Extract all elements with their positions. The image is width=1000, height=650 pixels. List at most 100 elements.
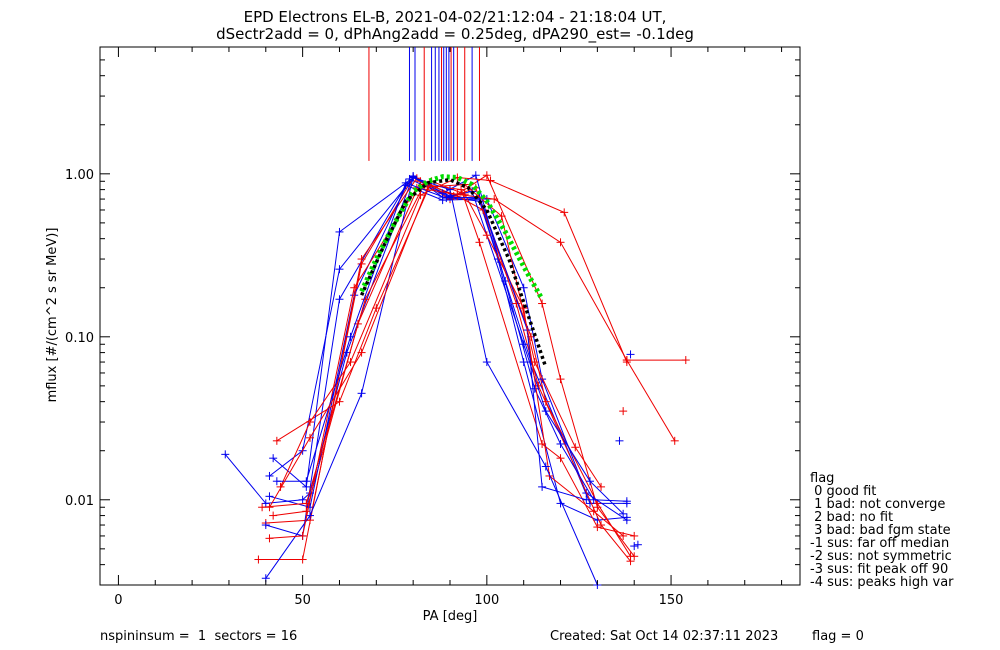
data-point xyxy=(357,389,366,398)
data-point xyxy=(446,185,454,194)
data-point xyxy=(530,384,539,393)
data-point xyxy=(571,443,580,452)
data-point xyxy=(586,477,594,486)
x-tick-label: 150 xyxy=(659,593,684,608)
data-point xyxy=(306,433,314,442)
data-point xyxy=(453,190,462,199)
y-axis-ticks: 0.01 0.10 1.00 xyxy=(65,46,800,586)
series-line xyxy=(280,176,628,488)
green-fit-curve xyxy=(359,174,545,301)
data-point xyxy=(265,492,274,501)
legend-item: -4 sus: peaks high var xyxy=(810,575,954,590)
data-point xyxy=(475,238,484,247)
data-point xyxy=(556,439,565,448)
data-point xyxy=(490,195,499,204)
data-point xyxy=(346,332,355,341)
y-axis-label: mflux [#/(cm^2 s sr MeV)] xyxy=(45,228,60,403)
series-line xyxy=(626,359,676,442)
data-point xyxy=(276,482,285,491)
data-point xyxy=(258,503,267,512)
series-line xyxy=(258,177,631,562)
data-point xyxy=(619,509,628,518)
data-point xyxy=(619,407,628,416)
x-tick-label: 100 xyxy=(474,593,499,608)
data-point xyxy=(622,497,631,506)
data-point xyxy=(538,482,547,491)
series-line xyxy=(269,176,624,515)
data-point xyxy=(254,555,263,564)
y-tick-label: 1.00 xyxy=(65,168,94,183)
legend-item: 3 bad: bad fgm state xyxy=(810,523,951,538)
y-tick-label: 0.01 xyxy=(65,494,94,509)
series-line xyxy=(272,176,598,586)
data-point xyxy=(626,350,635,359)
chart-title: EPD Electrons EL-B, 2021-04-02/21:12:04 … xyxy=(244,8,667,26)
series-line xyxy=(276,180,624,537)
data-series xyxy=(221,171,690,589)
data-point xyxy=(541,462,550,471)
black-fit-curve xyxy=(360,177,548,368)
data-point xyxy=(261,521,270,530)
data-point xyxy=(593,523,602,532)
x-axis-ticks: 0 50 100 150 xyxy=(114,47,783,608)
data-point xyxy=(298,555,307,564)
footer-spin-info: nspininsum = 1 sectors = 16 xyxy=(100,629,297,644)
plot-border xyxy=(99,46,801,586)
data-point xyxy=(512,299,521,308)
data-point xyxy=(519,283,528,292)
data-point xyxy=(630,531,639,540)
legend-title: flag xyxy=(810,471,834,486)
legend-item: 0 good fit xyxy=(810,484,876,499)
peak-marker-lines xyxy=(368,47,480,161)
data-point xyxy=(597,482,606,491)
data-point xyxy=(298,495,307,504)
data-point xyxy=(670,436,679,445)
data-point xyxy=(401,178,410,187)
data-point xyxy=(486,176,495,185)
legend-item: -3 sus: fit peak off 90 xyxy=(810,562,948,577)
legend: flag 0 good fit 1 bad: not converge 2 ba… xyxy=(810,471,954,590)
data-point xyxy=(335,265,344,274)
data-point xyxy=(335,295,344,304)
y-tick-label: 0.10 xyxy=(65,331,94,346)
data-point xyxy=(460,190,469,199)
data-point xyxy=(556,238,565,247)
data-point xyxy=(530,358,539,367)
data-point xyxy=(497,212,506,221)
data-point xyxy=(622,356,631,365)
data-point xyxy=(272,477,281,486)
plot-frame xyxy=(99,46,801,586)
series-line xyxy=(265,174,627,579)
data-point xyxy=(556,454,565,463)
data-point xyxy=(615,436,624,445)
data-point xyxy=(541,407,550,416)
data-point xyxy=(619,531,628,540)
series-line xyxy=(273,180,631,557)
data-point xyxy=(302,477,311,486)
series-line xyxy=(269,187,686,539)
footer-flag: flag = 0 xyxy=(812,629,864,644)
data-point xyxy=(622,516,631,525)
series-line xyxy=(265,184,627,537)
data-point xyxy=(681,356,690,365)
data-point xyxy=(357,348,366,357)
data-point xyxy=(265,534,274,543)
data-point xyxy=(298,531,307,540)
data-point xyxy=(261,499,270,508)
data-point xyxy=(471,171,480,180)
data-point xyxy=(302,507,311,516)
fit-curves xyxy=(359,174,548,368)
data-point xyxy=(306,418,314,427)
legend-item: -1 sus: far off median xyxy=(810,536,949,551)
chart-subtitle: dSectr2add = 0, dPhAng2add = 0.25deg, dP… xyxy=(216,25,694,44)
data-point xyxy=(582,495,591,504)
data-point xyxy=(630,542,639,551)
data-point xyxy=(538,299,547,308)
data-point xyxy=(335,227,344,236)
data-point xyxy=(416,191,425,200)
data-point xyxy=(626,557,635,566)
data-point xyxy=(556,375,565,384)
data-point xyxy=(272,436,281,445)
data-point xyxy=(265,471,274,480)
data-point xyxy=(269,511,278,520)
